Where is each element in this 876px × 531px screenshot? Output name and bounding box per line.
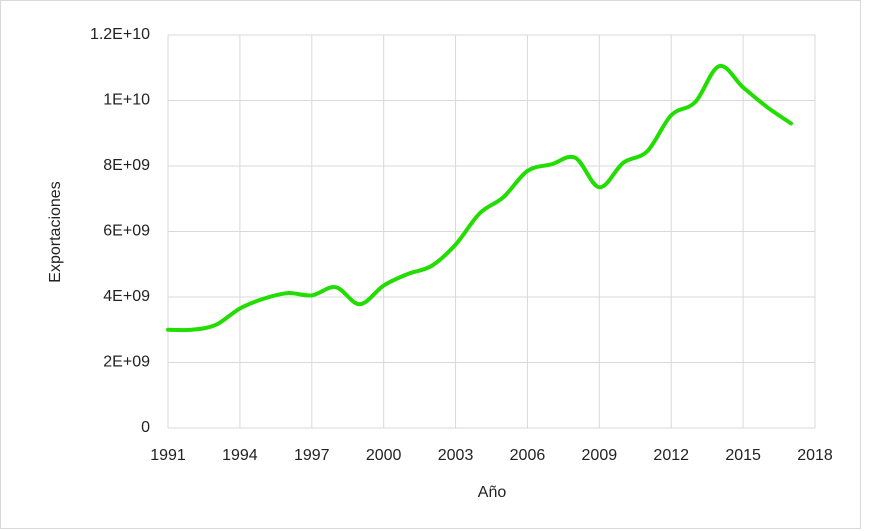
x-tick-label: 2015 xyxy=(725,447,761,464)
y-tick-label: 4E+09 xyxy=(103,288,150,305)
x-tick-label: 2003 xyxy=(438,447,474,464)
y-tick-label: 1.2E+10 xyxy=(90,26,150,43)
x-tick-label: 2018 xyxy=(797,447,833,464)
y-tick-label: 1E+10 xyxy=(103,92,150,109)
x-tick-label: 1991 xyxy=(150,447,186,464)
y-tick-label: 6E+09 xyxy=(103,223,150,240)
x-tick-label: 1994 xyxy=(222,447,258,464)
y-tick-label: 8E+09 xyxy=(103,157,150,174)
data-line xyxy=(166,64,794,333)
y-tick-label: 0 xyxy=(141,419,150,436)
x-tick-label: 2012 xyxy=(653,447,689,464)
x-tick-label: 1997 xyxy=(294,447,330,464)
x-tick-label: 2009 xyxy=(582,447,618,464)
x-tick-label: 2006 xyxy=(510,447,546,464)
y-tick-label: 2E+09 xyxy=(103,354,150,371)
x-tick-label: 2000 xyxy=(366,447,402,464)
x-axis-label: Año xyxy=(478,484,507,501)
y-axis-label: Exportaciones xyxy=(47,181,64,282)
